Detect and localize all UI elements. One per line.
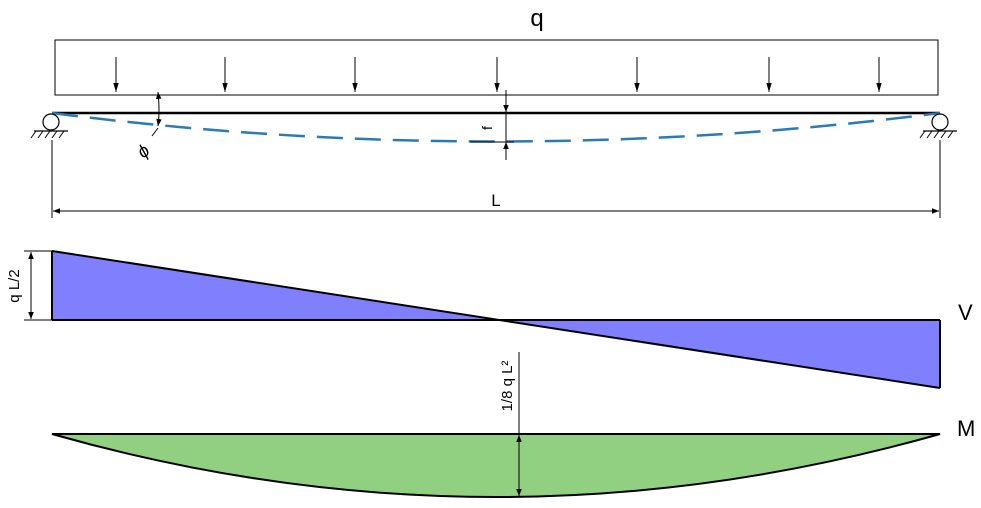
distributed-load-box xyxy=(54,39,939,96)
moment-max-label: 1/8 q L² xyxy=(499,361,516,412)
deflected-shape xyxy=(51,111,941,143)
moment-diagram: 1/8 q L² xyxy=(51,352,941,498)
shear-diagram-label: V xyxy=(958,300,973,325)
rotation-label: ϕ xyxy=(133,140,154,162)
deflection-dimension: f xyxy=(470,90,514,160)
shear-diagram: q L/2 xyxy=(6,250,941,389)
right-roller-support xyxy=(919,113,957,139)
rotation-indicator: ϕ xyxy=(133,91,162,162)
span-label: L xyxy=(491,191,500,210)
load-arrows xyxy=(113,57,882,92)
deflection-label: f xyxy=(479,126,495,130)
span-dimension: L xyxy=(51,140,941,218)
load-label: q xyxy=(530,5,543,32)
left-pin-support xyxy=(30,113,68,139)
moment-diagram-label: M xyxy=(957,416,975,441)
shear-max-label: q L/2 xyxy=(6,269,23,302)
moment-area xyxy=(51,433,941,498)
